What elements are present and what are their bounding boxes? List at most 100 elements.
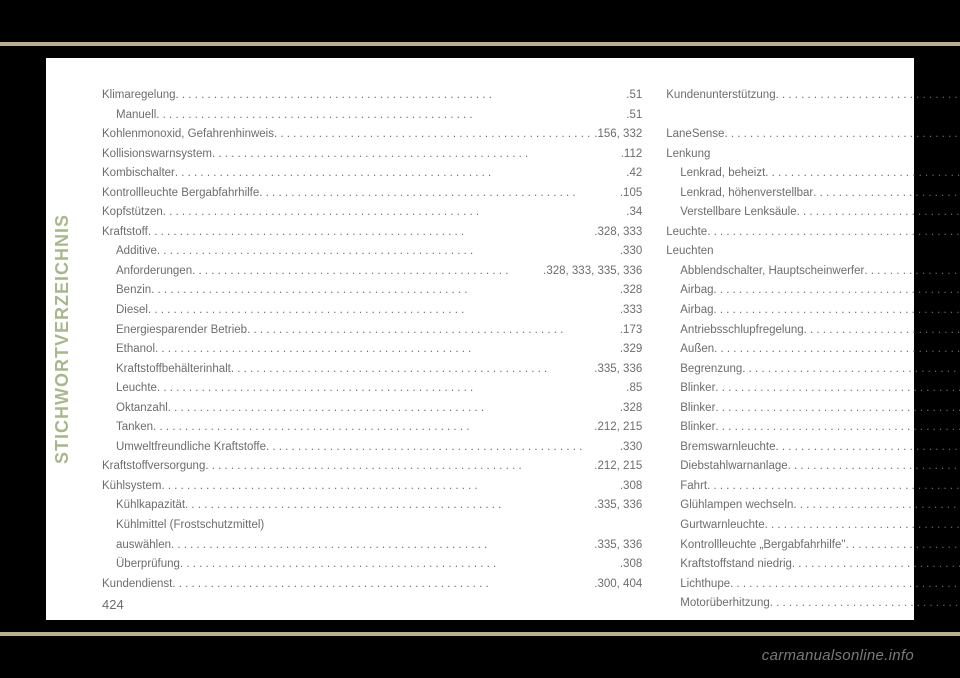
entry-label: Lenkrad, beheizt [666,164,765,184]
entry-label: Kundendienst [102,575,172,595]
entry-page: .212, 215 [590,418,642,438]
entry-dots [148,301,616,321]
index-entry: Kühlkapazität.335, 336 [102,496,642,516]
entry-dots [153,418,590,438]
index-entry: Leuchten [666,242,960,262]
entry-dots [714,301,960,321]
entry-dots [172,575,590,595]
entry-label: Motorüberhitzung [666,594,770,614]
index-entry: Diebstahlwarnanlage.84 [666,457,960,477]
entry-label: Überprüfung [102,555,180,575]
entry-label: Manuell [102,106,156,126]
entry-label: Kühlkapazität [102,496,185,516]
column-2: Kundenunterstützung.404 LaneSense.211Len… [666,86,960,592]
entry-label: Leuchte [102,379,157,399]
index-entry: Verstellbare Lenksäule.38 [666,203,960,223]
entry-page: .51 [622,106,642,126]
index-entry: Kraftstoffstand niedrig.85 [666,555,960,575]
index-entry: Lenkrad, beheizt.39 [666,164,960,184]
index-entry: LaneSense.211 [666,125,960,145]
entry-label: Kundenunterstützung [666,86,775,106]
entry-dots [804,321,960,341]
entry-dots [775,438,960,458]
entry-dots [266,438,616,458]
entry-label: Verstellbare Lenksäule [666,203,796,223]
entry-dots [155,340,616,360]
index-entry: Glühlampen wechseln.240 [666,496,960,516]
entry-label: Antriebsschlupfregelung [666,321,803,341]
entry-label: Leuchte [666,223,707,243]
entry-dots [156,106,622,126]
entry-label: Kraftstoff [102,223,148,243]
index-entry: Kohlenmonoxid, Gefahrenhinweis.156, 332 [102,125,642,145]
index-entry: Kraftstoff.328, 333 [102,223,642,243]
entry-label: Leuchten [666,242,713,262]
entry-label: Außen [666,340,714,360]
entry-page: .328 [616,281,642,301]
entry-dots [714,340,960,360]
entry-label: Diebstahlwarnanlage [666,457,787,477]
entry-dots [724,125,960,145]
entry-label: Tanken [102,418,153,438]
entry-page: .335, 336 [590,536,642,556]
entry-label: Kontrollleuchte „Bergabfahrhilfe" [666,536,845,556]
page-outer: STICHWORTVERZEICHNIS Klimaregelung.51Man… [0,0,960,678]
index-entry [666,106,960,126]
entry-dots [707,477,960,497]
index-entry: Antriebsschlupfregelung.103 [666,321,960,341]
entry-dots [274,125,590,145]
entry-dots [765,516,960,536]
index-entry: Kühlsystem.308 [102,477,642,497]
index-entry: Blinker.159 [666,399,960,419]
entry-label: Abblendschalter, Hauptscheinwerfer [666,262,864,282]
entry-label: Gurtwarnleuchte [666,516,764,536]
index-entry: Fahrt.89, 91 [666,477,960,497]
entry-dots [185,496,590,516]
page: STICHWORTVERZEICHNIS Klimaregelung.51Man… [46,58,914,620]
index-entry: Begrenzung.243 [666,360,960,380]
index-entry: Außen.159 [666,340,960,360]
stripe-bottom [0,632,960,636]
page-number: 424 [102,597,124,612]
stripe-top [0,42,960,46]
entry-label: Umweltfreundliche Kraftstoffe [102,438,266,458]
entry-label: Airbag [666,281,713,301]
index-entry: Benzin.328 [102,281,642,301]
entry-label: Airbag [666,301,713,321]
entry-dots [715,379,960,399]
entry-page: .85 [622,379,642,399]
content: Klimaregelung.51Manuell.51Kohlenmonoxid,… [102,86,890,592]
index-entry: Kopfstützen.34 [102,203,642,223]
entry-label: Kombischalter [102,164,175,184]
index-entry: Lenkung [666,145,960,165]
index-entry: Leuchte .85 [102,379,642,399]
entry-page: .34 [622,203,642,223]
entry-page: .212, 215 [590,457,642,477]
entry-dots [157,242,616,262]
index-entry: Kontrollleuchte „Bergabfahrhilfe".105 [666,536,960,556]
entry-page: .42 [622,164,642,184]
index-entry: Lichthupe.44 [666,575,960,595]
entry-label: Kühlmittel (Frostschutzmittel) [102,516,264,536]
entry-label: Kühlsystem [102,477,161,497]
entry-label: Kraftstoffstand niedrig [666,555,792,575]
index-entry: Kraftstoffbehälterinhalt.335, 336 [102,360,642,380]
entry-label: Glühlampen wechseln [666,496,793,516]
entry-dots [259,184,616,204]
entry-label: Blinker [666,399,715,419]
entry-dots [247,321,616,341]
index-entry: Diesel.333 [102,301,642,321]
entry-label: Energiesparender Betrieb [102,321,247,341]
entry-label: Kraftstoffbehälterinhalt [102,360,231,380]
entry-dots [765,164,960,184]
entry-dots [192,262,539,282]
index-entry: Kombischalter .42 [102,164,642,184]
column-1: Klimaregelung.51Manuell.51Kohlenmonoxid,… [102,86,642,592]
entry-dots [770,594,960,614]
entry-label: Blinker [666,379,715,399]
entry-page: .328, 333, 335, 336 [539,262,642,282]
index-entry: Umweltfreundliche Kraftstoffe.330 [102,438,642,458]
entry-dots [148,223,590,243]
entry-label: Blinker [666,418,715,438]
entry-label: Fahrt [666,477,707,497]
